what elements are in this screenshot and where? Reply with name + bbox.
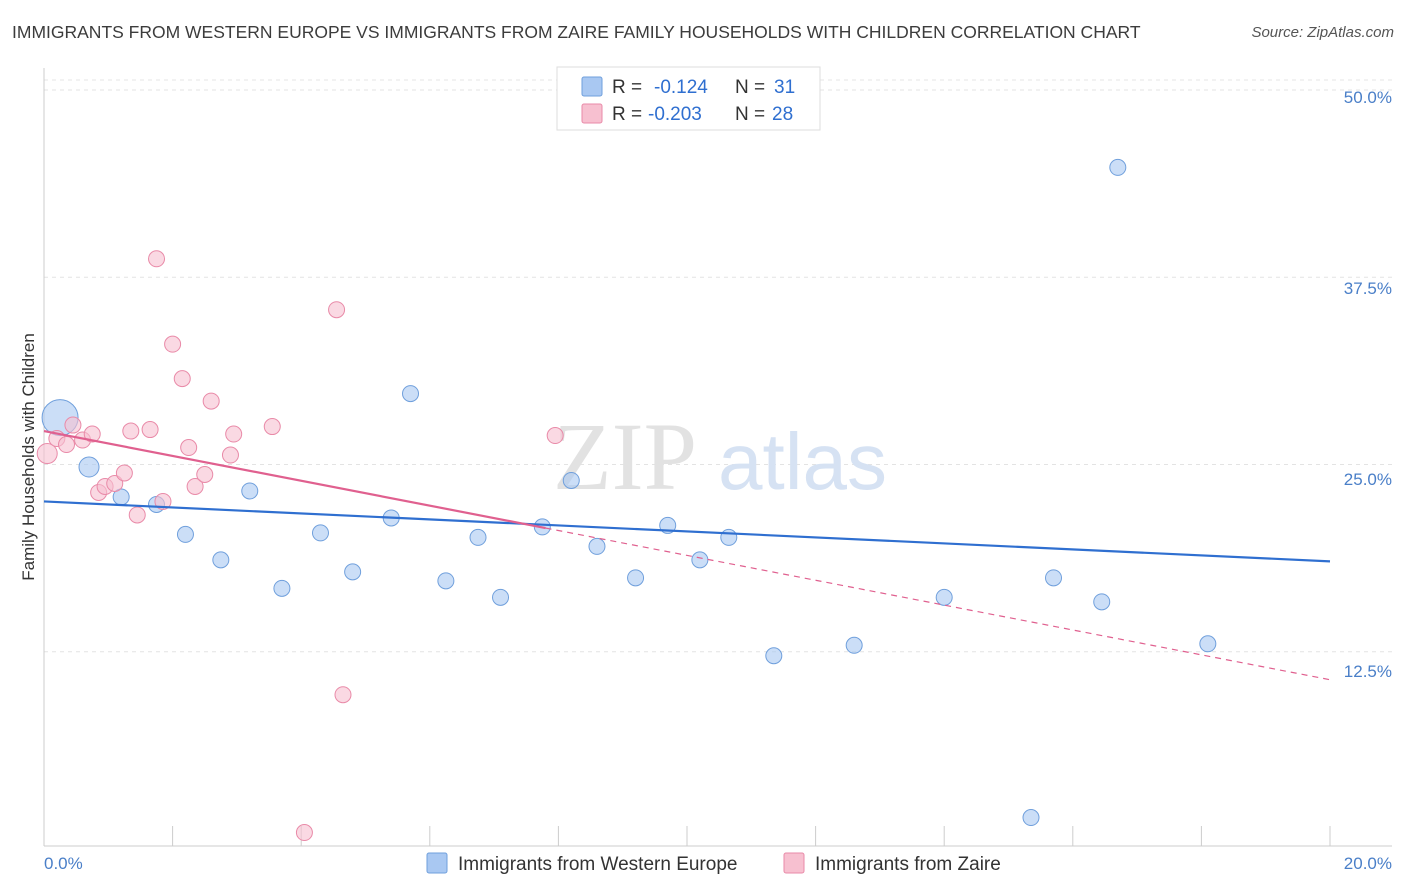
x-tick-label-max: 20.0%	[1344, 854, 1392, 873]
point-zaire	[106, 474, 124, 492]
stats-legend: R = -0.124 N = 31 R = -0.203 N = 28	[556, 66, 821, 131]
series-legend-label: Immigrants from Zaire	[815, 854, 1001, 875]
trend-line-zaire	[43, 429, 546, 530]
point-western-europe	[935, 588, 953, 606]
point-zaire	[64, 416, 82, 434]
legend-n-label: N =	[735, 77, 765, 98]
series-legend-swatch-zaire	[783, 852, 805, 874]
point-zaire	[186, 477, 204, 495]
chart-title: IMMIGRANTS FROM WESTERN EUROPE VS IMMIGR…	[12, 22, 1141, 42]
point-western-europe	[1093, 593, 1111, 611]
watermark-zip: ZIP	[553, 403, 697, 510]
point-zaire	[225, 425, 243, 443]
point-zaire	[128, 506, 146, 524]
point-western-europe	[402, 385, 420, 403]
point-zaire	[122, 422, 140, 440]
point-western-europe	[1045, 569, 1063, 587]
point-zaire	[263, 418, 281, 436]
legend-swatch-zaire	[581, 103, 603, 124]
legend-r-value: -0.124	[654, 77, 708, 98]
legend-n-label: N =	[735, 104, 765, 125]
y-tick-label: 50.0%	[1344, 88, 1392, 107]
point-zaire	[202, 392, 220, 410]
point-western-europe	[311, 524, 329, 542]
point-zaire	[295, 824, 313, 842]
point-western-europe	[845, 636, 863, 654]
point-zaire	[334, 686, 352, 704]
series-legend: Immigrants from Western Europe Immigrant…	[426, 852, 1001, 875]
legend-n-value: 31	[774, 77, 795, 98]
point-western-europe	[1199, 635, 1217, 653]
point-zaire	[148, 250, 166, 268]
y-axis-label: Family Households with Children	[19, 333, 38, 581]
legend-r-label: R =	[612, 104, 642, 125]
y-tick-labels: 50.0% 37.5% 25.0% 12.5%	[1344, 88, 1392, 681]
point-western-europe	[720, 528, 738, 546]
point-zaire	[546, 427, 564, 445]
point-zaire	[173, 370, 191, 388]
point-zaire	[164, 335, 182, 353]
point-zaire	[154, 492, 172, 510]
point-western-europe	[469, 528, 487, 546]
point-zaire	[36, 443, 58, 465]
point-western-europe	[492, 588, 510, 606]
point-western-europe	[765, 647, 783, 665]
watermark-atlas: atlas	[718, 417, 887, 506]
point-western-europe	[1109, 158, 1127, 176]
y-tick-label: 12.5%	[1344, 662, 1392, 681]
x-tick-label-min: 0.0%	[44, 854, 83, 873]
y-tick-label: 25.0%	[1344, 470, 1392, 489]
point-western-europe	[241, 482, 259, 500]
point-zaire	[328, 301, 346, 319]
legend-r-label: R =	[612, 77, 642, 98]
point-western-europe	[691, 551, 709, 569]
point-western-europe	[344, 563, 362, 581]
point-zaire	[115, 464, 133, 482]
point-western-europe	[78, 456, 100, 478]
point-zaire	[141, 421, 159, 439]
point-zaire	[221, 446, 239, 464]
point-zaire	[83, 425, 101, 443]
point-western-europe	[176, 525, 194, 543]
point-western-europe	[273, 579, 291, 597]
trend-line-western-europe	[43, 500, 1331, 563]
legend-swatch-western-europe	[581, 76, 603, 97]
legend-n-value: 28	[772, 104, 793, 125]
point-western-europe	[588, 537, 606, 555]
point-western-europe	[1022, 809, 1040, 827]
legend-r-value: -0.203	[648, 104, 702, 125]
series-legend-swatch-western-europe	[426, 852, 448, 874]
point-zaire	[180, 439, 198, 457]
point-zaire	[196, 465, 214, 483]
series-legend-label: Immigrants from Western Europe	[458, 854, 737, 875]
point-western-europe	[562, 471, 580, 489]
chart-source: Source: ZipAtlas.com	[1251, 24, 1394, 41]
point-western-europe	[437, 572, 455, 590]
grid-layer	[44, 79, 1392, 653]
point-zaire	[58, 436, 76, 454]
point-western-europe	[627, 569, 645, 587]
point-western-europe	[212, 551, 230, 569]
y-tick-label: 37.5%	[1344, 279, 1392, 298]
points-layer	[36, 72, 1217, 842]
trend-layer	[43, 429, 1331, 681]
trend-line-zaire-dashed	[545, 527, 1331, 681]
watermark: ZIP atlas	[553, 403, 887, 510]
